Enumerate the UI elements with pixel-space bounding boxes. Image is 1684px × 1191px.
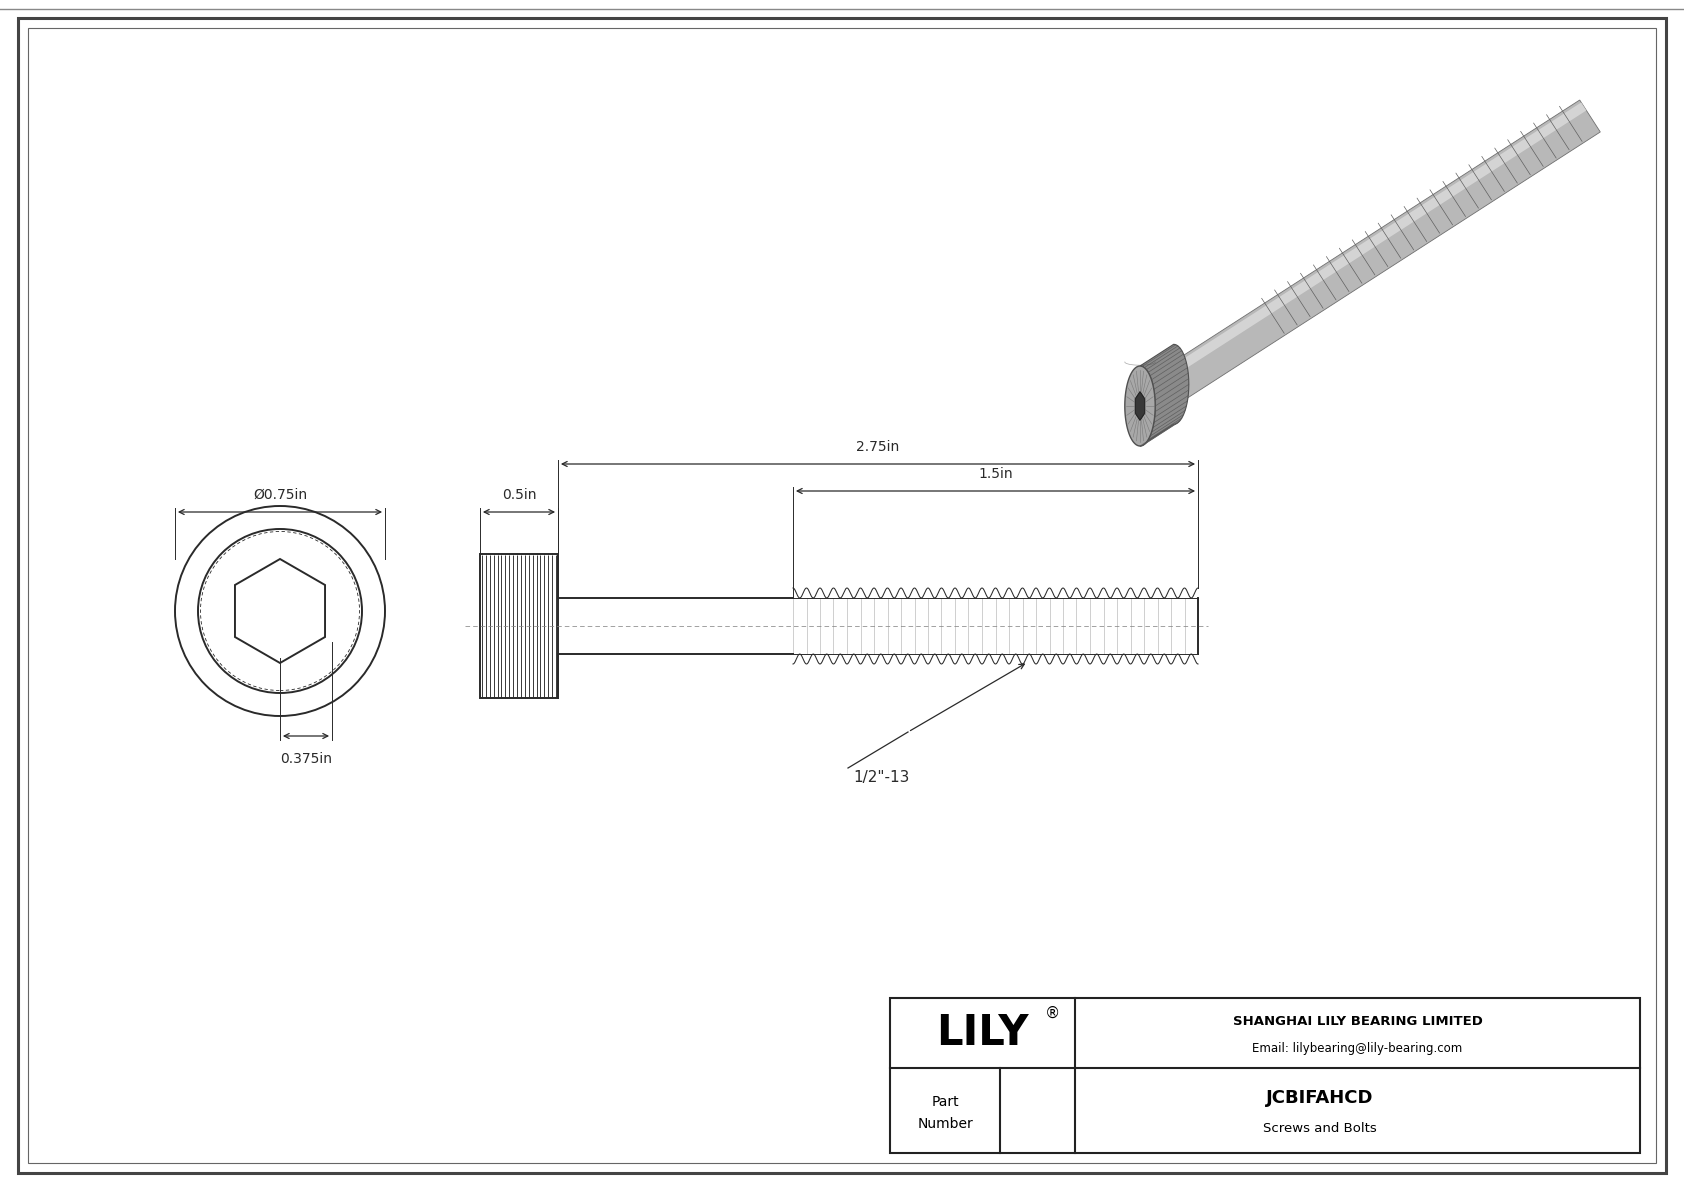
Text: Email: lilybearing@lily-bearing.com: Email: lilybearing@lily-bearing.com (1253, 1042, 1463, 1055)
Text: Ø0.75in: Ø0.75in (253, 488, 306, 501)
Text: 1/2"-13: 1/2"-13 (854, 771, 909, 785)
FancyBboxPatch shape (29, 29, 1655, 1162)
FancyBboxPatch shape (19, 18, 1665, 1173)
Polygon shape (1165, 102, 1586, 379)
Text: LILY: LILY (936, 1012, 1029, 1054)
Text: 0.375in: 0.375in (280, 752, 332, 766)
Text: Screws and Bolts: Screws and Bolts (1263, 1122, 1378, 1135)
Text: SHANGHAI LILY BEARING LIMITED: SHANGHAI LILY BEARING LIMITED (1233, 1015, 1482, 1028)
Text: JCBIFAHCD: JCBIFAHCD (1266, 1090, 1374, 1108)
Polygon shape (1164, 100, 1600, 400)
Polygon shape (1135, 392, 1145, 420)
Text: Part: Part (931, 1096, 958, 1109)
Text: 0.5in: 0.5in (502, 488, 536, 501)
Polygon shape (1125, 366, 1155, 445)
Bar (480, 554, 557, 698)
Text: 1.5in: 1.5in (978, 467, 1012, 481)
Text: Number: Number (918, 1117, 973, 1131)
Polygon shape (1140, 344, 1189, 445)
FancyBboxPatch shape (891, 998, 1640, 1153)
Text: ®: ® (1046, 1006, 1061, 1021)
Text: 2.75in: 2.75in (857, 439, 899, 454)
